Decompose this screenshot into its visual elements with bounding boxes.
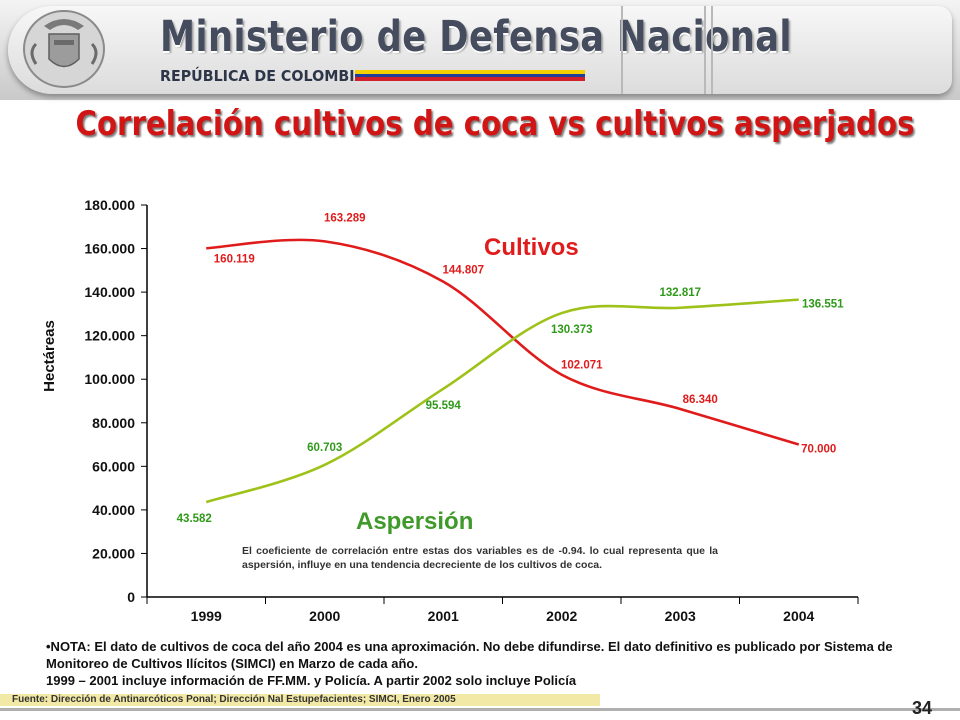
y-tick-label: 180.000 [84,197,135,213]
coat-of-arms-icon [23,10,105,88]
series-line-cultivos [206,238,800,446]
footnote-line-2: 1999 – 2001 incluye información de FF.MM… [46,673,577,688]
x-tick-label: 2003 [665,608,696,624]
data-label: 102.071 [561,360,603,372]
y-tick-label: 20.000 [92,545,135,561]
republic-subtitle: REPÚBLICA DE COLOMBIA [160,67,366,85]
series-label-cultivos: Cultivos [484,234,579,261]
footnote-line-1: •NOTA: El dato de cultivos de coca del a… [46,639,893,671]
x-tick-label: 2000 [309,608,340,624]
data-label: 136.551 [802,299,844,311]
header-banner: Ministerio de Defensa Nacional REPÚBLICA… [0,0,960,100]
data-label: 43.582 [177,513,212,525]
y-axis-ticks: 0 20.000 40.000 60.000 80.000 100.000 120.000 1… [84,197,147,605]
y-tick-label: 80.000 [92,415,135,431]
series-line-aspersion [205,298,799,504]
correlation-annotation: El coeficiente de correlación entre esta… [242,545,718,571]
data-label: 132.817 [659,287,701,299]
data-label: 144.807 [442,265,484,277]
data-label: 60.703 [307,442,342,454]
flag-red-stripe [355,77,585,81]
y-tick-label: 40.000 [92,502,135,518]
ministry-title: Ministerio de Defensa Nacional [160,12,792,62]
page-number: 34 [912,698,933,718]
source-bar: Fuente: Dirección de Antinarcóticos Pona… [0,694,600,706]
data-label: 86.340 [683,394,718,406]
y-tick-label: 140.000 [84,284,135,300]
flag-blue-stripe [355,73,585,78]
data-label: 160.119 [214,253,255,265]
slide-title: Correlación cultivos de coca vs cultivos… [75,104,915,144]
x-tick-label: 1999 [191,608,222,624]
x-tick-label: 2002 [546,608,577,624]
header-divider-lines [621,6,713,94]
data-label: 70.000 [801,444,836,456]
footnote: •NOTA: El dato de cultivos de coca del a… [46,638,926,689]
x-tick-label: 2001 [428,608,459,624]
flag-yellow-stripe [355,70,585,74]
y-tick-label: 60.000 [92,458,135,474]
bottom-rule [0,708,960,711]
data-labels: 160.119 163.289 144.807 102.071 86.340 70.000… [177,212,844,525]
x-axis-ticks: 1999 2000 2001 2002 2003 2004 [146,597,859,624]
y-axis-label: Hectáreas [41,320,58,392]
data-label: 130.373 [551,324,593,336]
chart-series [205,238,800,504]
x-tick-label: 2004 [783,608,814,624]
data-label: 95.594 [426,400,462,412]
y-tick-label: 100.000 [84,371,135,387]
y-tick-label: 120.000 [84,328,135,344]
data-label: 163.289 [324,212,366,224]
y-tick-label: 0 [127,589,135,605]
colombia-flag-stripe [355,70,585,81]
series-label-aspersion: Aspersión [356,508,473,535]
y-tick-label: 160.000 [84,241,135,257]
